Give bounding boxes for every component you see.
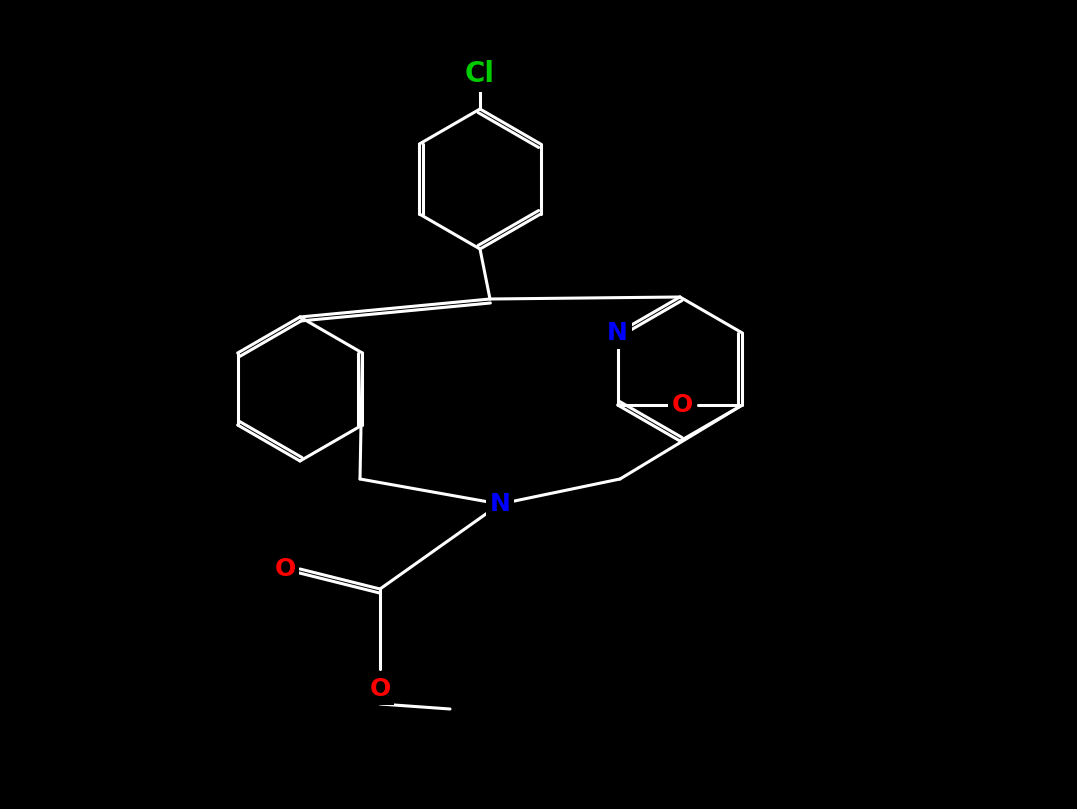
Text: Cl: Cl bbox=[465, 60, 495, 88]
Text: O: O bbox=[369, 677, 391, 701]
Text: O: O bbox=[275, 557, 295, 581]
Text: N: N bbox=[490, 492, 510, 516]
Text: O: O bbox=[672, 393, 694, 417]
Text: N: N bbox=[607, 321, 628, 345]
